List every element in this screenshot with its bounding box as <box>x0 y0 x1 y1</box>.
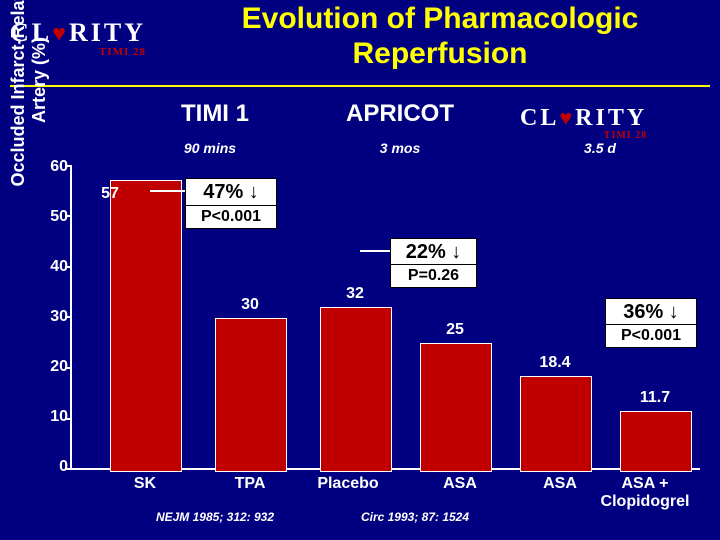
tick <box>65 468 72 470</box>
group-label-apricot: APRICOT <box>325 100 475 128</box>
bar-1 <box>215 318 287 473</box>
annotation-pval-0: P<0.001 <box>185 205 277 229</box>
x-label-2: Placebo <box>298 475 398 493</box>
tick <box>65 266 72 268</box>
bar-3 <box>420 343 492 472</box>
citation-0: NEJM 1985; 312: 932 <box>130 510 300 524</box>
tick <box>65 418 72 420</box>
bar-4 <box>520 376 592 472</box>
bar-value-3: 25 <box>420 321 490 339</box>
bar-value-0: 57 <box>75 185 145 203</box>
x-label-1: TPA <box>200 475 300 493</box>
time-label-0: 90 mins <box>160 140 260 156</box>
annotation-pct-1: 22% ↓ <box>390 238 477 266</box>
title-rule <box>10 85 710 87</box>
bar-2 <box>320 307 392 472</box>
bar-value-1: 30 <box>215 296 285 314</box>
clarity-logo-right: CL♥RITY TIMI 28 <box>520 105 647 141</box>
citation-1: Circ 1993; 87: 1524 <box>330 510 500 524</box>
bar-0 <box>110 180 182 472</box>
time-label-2: 3.5 d <box>560 140 640 156</box>
y-axis-label: Occluded Infarct-Related Artery (%) <box>8 0 50 210</box>
bar-5 <box>620 411 692 472</box>
x-label-3: ASA <box>410 475 510 493</box>
group-label-timi1: TIMI 1 <box>155 100 275 128</box>
bar-value-5: 11.7 <box>620 389 690 407</box>
ytick-0: 0 <box>48 458 68 476</box>
logo-text: CL♥RITY <box>520 105 647 131</box>
slide-title: Evolution of Pharmacologic Reperfusion <box>180 2 700 71</box>
bar-value-2: 32 <box>320 285 390 303</box>
x-label-0: SK <box>95 475 195 493</box>
connector <box>360 250 390 252</box>
bar-value-4: 18.4 <box>520 354 590 372</box>
connector <box>150 190 185 192</box>
annotation-pct-2: 36% ↓ <box>605 298 697 326</box>
tick <box>65 165 72 167</box>
ytick-50: 50 <box>48 208 68 226</box>
ytick-10: 10 <box>48 408 68 426</box>
time-label-1: 3 mos <box>350 140 450 156</box>
annotation-pct-0: 47% ↓ <box>185 178 277 206</box>
x-label-5: ASA + Clopidogrel <box>585 475 705 511</box>
ytick-60: 60 <box>48 158 68 176</box>
tick <box>65 316 72 318</box>
annotation-pval-1: P=0.26 <box>390 264 477 288</box>
tick <box>65 215 72 217</box>
annotation-pval-2: P<0.001 <box>605 324 697 348</box>
tick <box>65 367 72 369</box>
